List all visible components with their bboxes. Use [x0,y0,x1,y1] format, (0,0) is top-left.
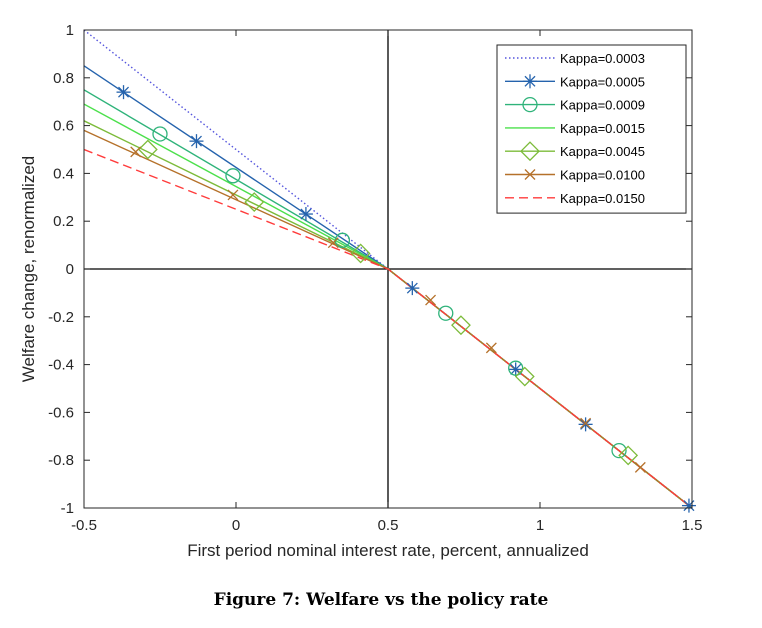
data-marker [580,417,592,429]
legend-label: Kappa=0.0009 [560,98,645,113]
y-tick-label: -0.4 [48,357,74,374]
figure-caption: Figure 7: Welfare vs the policy rate [213,590,549,610]
data-marker [514,366,535,387]
y-tick-label: 1 [66,22,74,39]
data-marker [116,85,131,100]
data-marker [227,189,239,201]
data-marker [438,305,454,321]
data-marker [611,442,627,459]
data-marker [225,168,241,184]
y-tick-label: -1 [61,500,74,517]
data-marker [634,461,646,473]
data-marker [137,139,158,160]
data-marker [244,192,265,212]
y-tick-label: 0.8 [53,70,74,87]
y-tick-label: -0.6 [48,404,74,421]
data-marker [578,417,593,432]
x-tick-label: 0.5 [378,517,399,534]
legend: Kappa=0.0003 Kappa=0.0005 Kappa=0.0009 Kapp… [496,44,687,214]
y-tick-label: -0.2 [48,309,74,326]
data-marker [508,362,523,377]
data-marker [485,342,497,354]
legend-marker [520,141,540,162]
legend-label: Kappa=0.0100 [560,168,645,183]
data-marker [508,360,524,376]
welfare-chart: -0.5 0 0.5 1 1.5 -1 -0.8 -0.6 -0.4 -0.2 0 0.2 0.4 0.6… [19,22,703,560]
x-tick-label: 1.5 [682,517,703,534]
data-marker [618,445,639,466]
data-marker [189,134,204,149]
legend-box [496,44,687,214]
legend-marker [524,169,536,180]
data-marker [425,294,437,306]
legend-label: Kappa=0.0005 [560,74,645,89]
data-marker [298,207,313,222]
y-tick-label: 0.2 [53,213,74,230]
data-marker [152,126,168,142]
y-tick-label: 0.6 [53,118,74,135]
legend-marker [522,96,538,113]
x-tick-label: 1 [536,517,544,534]
x-tick-label: 0 [232,517,240,534]
x-tick-label: -0.5 [71,517,97,534]
data-marker [327,237,339,249]
legend-label: Kappa=0.0150 [560,191,645,206]
y-tick-label: -0.8 [48,452,74,469]
data-marker [130,146,142,158]
legend-label: Kappa=0.0003 [560,51,645,66]
data-marker [405,281,420,296]
y-tick-label: 0.4 [53,165,74,182]
series-line-kappa-0-0150 [84,148,692,508]
x-axis-label: First period nominal interest rate, perc… [187,541,589,560]
legend-label: Kappa=0.0015 [560,121,645,136]
y-tick-label: 0 [66,261,74,278]
legend-label: Kappa=0.0045 [560,144,645,159]
y-axis-label: Welfare change, renormalized [19,156,38,382]
legend-marker [523,74,537,89]
data-marker [451,315,471,336]
data-marker [681,498,696,513]
data-marker [350,243,371,264]
